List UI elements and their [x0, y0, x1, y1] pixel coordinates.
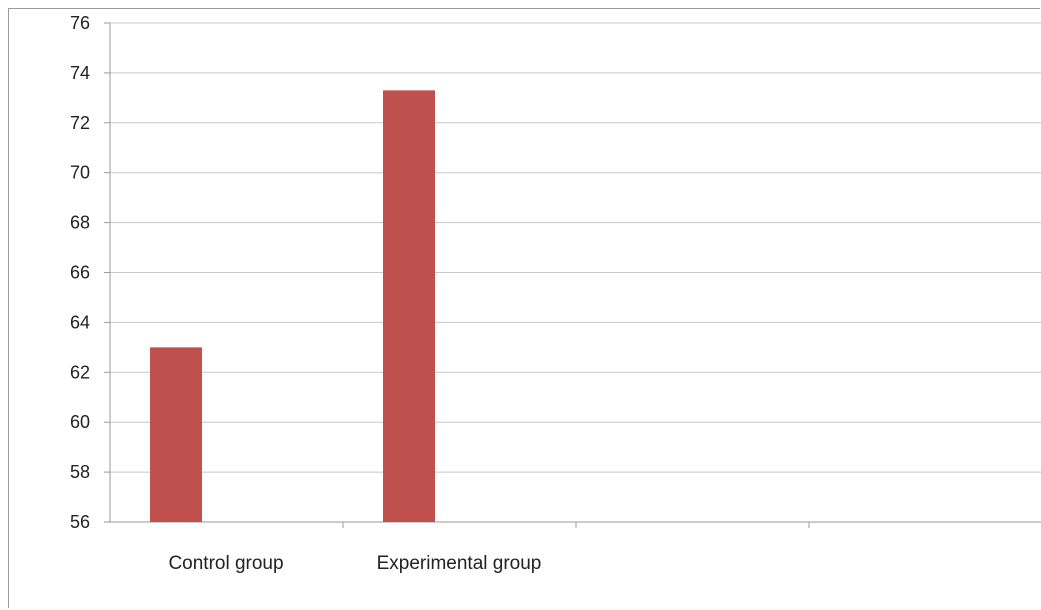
bars — [150, 90, 435, 523]
y-tick-label-58: 58 — [70, 462, 90, 482]
x-tick-label-control-group: Control group — [168, 553, 283, 574]
y-tick-labels: 56 58 60 62 64 66 68 70 72 74 76 — [70, 13, 90, 532]
y-tick-label-74: 74 — [70, 63, 90, 83]
y-tick-label-56: 56 — [70, 512, 90, 532]
axes — [104, 22, 1041, 528]
y-tick-label-68: 68 — [70, 213, 90, 233]
y-tick-label-64: 64 — [70, 312, 90, 332]
bar-experimental-group — [383, 90, 435, 523]
y-tick-label-76: 76 — [70, 13, 90, 33]
bar-control-group — [150, 347, 202, 522]
y-tick-label-60: 60 — [70, 412, 90, 432]
y-tick-label-70: 70 — [70, 163, 90, 183]
y-tick-label-66: 66 — [70, 263, 90, 283]
chart-frame — [8, 8, 1040, 608]
y-tick-label-62: 62 — [70, 362, 90, 382]
x-tick-labels: Control group Experimental group — [168, 553, 541, 574]
grid-lines — [110, 22, 1041, 473]
y-tick-label-72: 72 — [70, 113, 90, 133]
x-tick-label-experimental-group: Experimental group — [377, 553, 542, 574]
